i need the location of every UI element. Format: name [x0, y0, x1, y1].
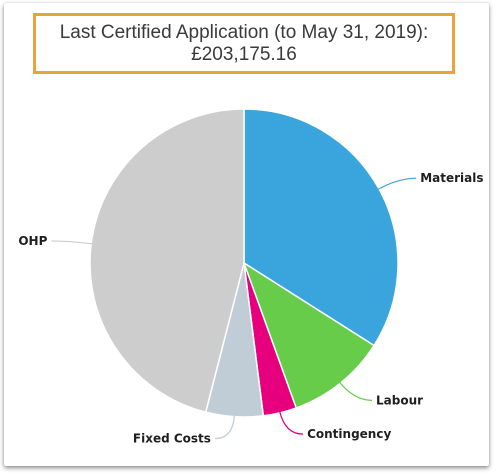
pie-label-contingency: Contingency [307, 427, 391, 441]
pie-label-fixed-costs: Fixed Costs [133, 432, 211, 446]
pie-chart: Materials Labour Contingency Fixed Costs OHP [18, 108, 484, 446]
pie-connector-ohp [51, 240, 94, 245]
pie-label-labour: Labour [376, 393, 423, 407]
chart-card: Last Certified Application (to May 31, 2… [4, 3, 489, 466]
pie-connector-labour [338, 381, 373, 401]
chart-title-box: Last Certified Application (to May 31, 2… [33, 13, 455, 74]
pie-connector-contingency [278, 410, 304, 435]
pie-connector-materials [376, 177, 417, 191]
pie-label-materials: Materials [420, 171, 483, 185]
chart-title-line1: Last Certified Application (to May 31, 2… [59, 22, 429, 43]
pie-connector-fixed-costs [214, 414, 236, 440]
pie-label-ohp: OHP [18, 234, 47, 248]
chart-title-amount: £203,175.16 [191, 44, 297, 65]
